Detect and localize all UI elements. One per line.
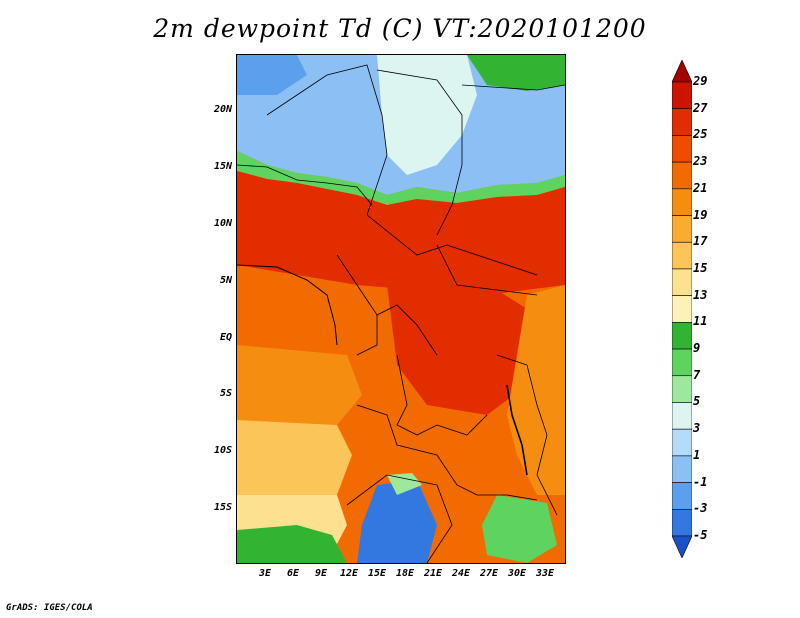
border-line [336,254,438,356]
colorbar-bin [672,508,692,537]
lon-label: 6E [286,568,300,579]
colorbar-bin [672,482,692,510]
border-line [396,354,488,436]
region-congo-basin [387,285,537,415]
lat-label: 10N [213,218,232,229]
colorbar-label: -3 [693,501,708,516]
colorbar-label: 15 [693,260,708,275]
lat-label: EQ [219,332,232,343]
colorbar-label: -1 [693,474,708,489]
colorbar-bin [672,322,692,350]
colorbar-label: 19 [693,207,708,222]
lake-tanganyika [506,384,528,476]
region-kalahari-dry [357,480,437,563]
lon-label: 3E [258,568,272,579]
border-line [376,69,463,236]
colorbar-bin [672,455,692,483]
colorbar-label: 17 [693,234,708,249]
border-line [346,474,453,563]
colorbar-bin [672,188,692,216]
colorbar [672,60,692,558]
colorbar-label: 29 [693,74,708,88]
lon-label: 9E [314,568,328,579]
colorbar-label: 9 [693,341,701,356]
map-canvas [237,55,565,563]
colorbar-bin [672,268,692,296]
colorbar-label: 27 [693,100,708,115]
border-line [356,404,478,496]
lat-label: 10S [213,445,232,456]
colorbar-label: 7 [693,367,701,382]
lon-label: 30E [507,568,527,579]
colorbar-bin [672,135,692,163]
country-borders [237,64,565,563]
border-line [436,244,538,296]
colorbar-bin [672,215,692,243]
lon-label: 24E [451,568,471,579]
region-sahel-band [237,171,565,295]
region-south-atlantic-b [237,420,352,495]
colorbar-bin [672,161,692,190]
region-sahel-fringe [237,151,565,205]
lat-label: 15N [213,161,232,172]
border-line [266,64,388,216]
coastline-west [237,264,338,346]
region-sahara-nw-blue [237,55,307,95]
colorbar-bin [672,428,692,457]
chart-title: 2m dewpoint Td (C) VT:2020101200 [153,14,647,43]
border-line [366,214,538,276]
region-south-atlantic-a [237,345,362,425]
colorbar-label: 21 [693,180,708,195]
colorbar-label: 23 [693,154,708,169]
colorbar-label: 5 [693,394,701,409]
region-sahara-east [377,55,477,175]
grads-credit: GrADS: IGES/COLA [6,603,93,613]
border-line [477,494,538,501]
colorbar-label: 11 [693,314,708,329]
region-southwest-green [237,525,347,563]
colorbar-bin [672,295,692,323]
border-line [461,84,565,91]
region-gulf-coast [237,265,387,355]
colorbar-bin [672,348,692,377]
lon-label: 21E [423,568,443,579]
lon-label: 12E [339,568,359,579]
lon-label: 27E [479,568,499,579]
lon-label: 33E [535,568,555,579]
colorbar-label: -5 [693,528,708,542]
lon-label: 18E [395,568,415,579]
region-zambia-high [482,495,557,563]
border-line [356,315,378,356]
lat-label: 5N [219,275,232,286]
colorbar-bin [672,241,692,270]
region-sahara-north-green [467,55,565,91]
colorbar-top-arrow [672,60,692,83]
lon-label: 15E [367,568,387,579]
border-line [496,354,558,516]
lat-label: 15S [213,502,232,513]
colorbar-bin [672,375,692,403]
border-line [237,164,373,206]
colorbar-bin [672,108,692,136]
colorbar-bin [672,81,692,110]
lat-label: 20N [213,104,232,115]
dewpoint-map [236,54,566,564]
lat-label: 5S [219,388,232,399]
colorbar-label: 25 [693,127,708,142]
colorbar-bottom-arrow [672,535,692,558]
colorbar-label: 13 [693,287,708,302]
colorbar-bin [672,402,692,430]
colorbar-label: 1 [693,447,701,462]
colorbar-label: 3 [693,421,701,436]
region-kalahari-edge [387,473,422,495]
